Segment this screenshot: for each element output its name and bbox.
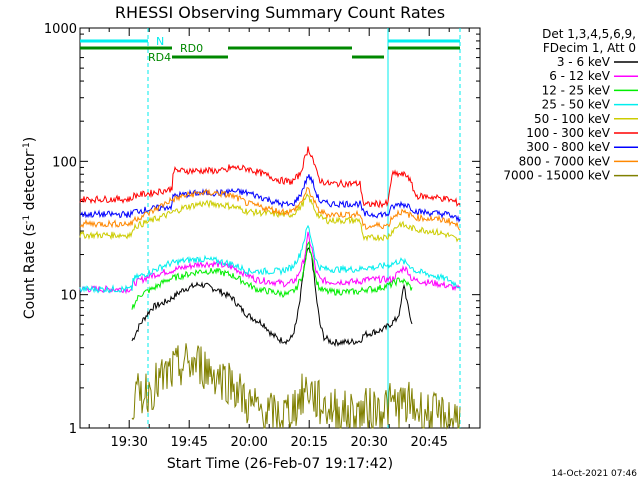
legend-label: 50 - 100 keV (534, 112, 611, 126)
y-axis-label-end: ) (22, 137, 38, 142)
x-tick-label: 19:45 (170, 435, 207, 450)
plot-frame (79, 27, 481, 429)
series-line (79, 231, 461, 295)
y-tick-label: 1000 (44, 22, 77, 37)
x-tick-label: 20:15 (290, 435, 327, 450)
footer-date: 14-Oct-2021 07:46 (552, 469, 638, 479)
series-line (79, 174, 461, 223)
series-line (79, 192, 461, 243)
legend-label: 12 - 25 keV (542, 83, 611, 97)
vertical-markers (147, 28, 461, 428)
x-tick-label: 20:30 (350, 435, 387, 450)
y-tick-labels: 1000 100 10 1 (44, 22, 77, 437)
legend-label: 7000 - 15000 keV (503, 169, 610, 183)
axis-ticks (80, 28, 480, 429)
flag-bars: N RD0 RD4 (80, 35, 460, 64)
series-line (79, 187, 461, 231)
y-axis-label: Count Rate (s-1 detector-1) (22, 137, 38, 319)
y-tick-label: 100 (52, 155, 77, 170)
y-tick-label: 1 (69, 422, 77, 437)
series-lines (79, 146, 461, 430)
x-tick-label: 20:00 (230, 435, 267, 450)
series-line (131, 343, 461, 430)
legend-label: 800 - 7000 keV (519, 154, 611, 168)
flag-label: RD4 (148, 51, 171, 64)
y-axis-label-sup2: -1 (22, 142, 32, 151)
y-axis-label-mid: detector (22, 151, 38, 215)
x-axis-label: Start Time (26-Feb-07 19:17:42) (167, 456, 393, 472)
flag-label: N (156, 35, 164, 48)
legend-label: 25 - 50 keV (542, 98, 611, 112)
x-tick-label: 20:45 (410, 435, 447, 450)
chart-title: RHESSI Observing Summary Count Rates (115, 3, 445, 22)
x-tick-labels: 19:30 19:45 20:00 20:15 20:30 20:45 (110, 435, 447, 450)
y-axis-label-main: Count Rate (s (22, 224, 38, 319)
series-line (131, 247, 413, 348)
x-tick-label: 19:30 (110, 435, 147, 450)
legend-label: 6 - 12 keV (549, 69, 611, 83)
flag-label: RD0 (180, 42, 203, 55)
series-line (131, 240, 413, 310)
legend: Det 1,3,4,5,6,9,FDecim 1, Att 03 - 6 keV… (503, 27, 638, 183)
legend-label: 100 - 300 keV (526, 126, 610, 140)
legend-label: 3 - 6 keV (557, 55, 611, 69)
y-tick-label: 10 (60, 289, 77, 304)
series-line (79, 224, 461, 294)
legend-header: Det 1,3,4,5,6,9, (542, 27, 636, 41)
legend-label: 300 - 800 keV (526, 140, 610, 154)
series-line (79, 146, 461, 209)
y-axis-label-sup1: -1 (22, 215, 32, 224)
legend-header: FDecim 1, Att 0 (543, 41, 636, 55)
